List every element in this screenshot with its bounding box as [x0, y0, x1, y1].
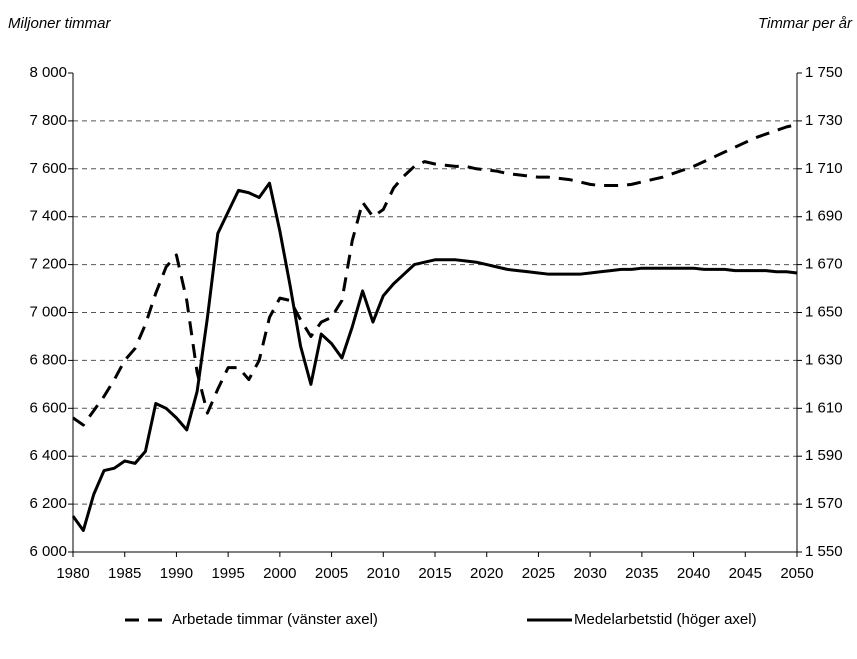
y2-tick-label: 1 730 [805, 112, 843, 129]
y2-tick-label: 1 670 [805, 256, 843, 273]
y2-tick-label: 1 710 [805, 160, 843, 177]
x-tick-label: 2030 [573, 565, 606, 582]
line-series [71, 181, 798, 532]
y-tick-label: 6 800 [29, 351, 67, 368]
x-tick-label: 2000 [263, 565, 296, 582]
x-tick-label: 2025 [522, 565, 555, 582]
x-tick-label: 2015 [418, 565, 451, 582]
y2-tick-label: 1 550 [805, 543, 843, 560]
x-tick-label: 1985 [108, 565, 141, 582]
x-tick-label: 2045 [729, 565, 762, 582]
y2-tick-label: 1 570 [805, 495, 843, 512]
y-tick-label: 7 000 [29, 303, 67, 320]
y2-tick-label: 1 650 [805, 303, 843, 320]
legend-label: Medelarbetstid (höger axel) [574, 611, 757, 628]
x-tick-label: 1990 [160, 565, 193, 582]
y-axis-title: Miljoner timmar [8, 15, 112, 32]
y2-tick-label: 1 630 [805, 351, 843, 368]
x-tick-label: 2050 [780, 565, 813, 582]
legend-label: Arbetade timmar (vänster axel) [172, 611, 378, 628]
x-tick-label: 2005 [315, 565, 348, 582]
x-tick-label: 2020 [470, 565, 503, 582]
y2-tick-label: 1 690 [805, 208, 843, 225]
x-tick-label: 2035 [625, 565, 658, 582]
line-series [72, 123, 798, 427]
y-tick-label: 7 800 [29, 112, 67, 129]
y-tick-label: 6 600 [29, 399, 67, 416]
y2-tick-label: 1 750 [805, 64, 843, 81]
y-tick-label: 6 000 [29, 543, 67, 560]
y-tick-label: 6 400 [29, 447, 67, 464]
x-tick-label: 1980 [56, 565, 89, 582]
y-tick-label: 8 000 [29, 64, 67, 81]
x-tick-label: 2010 [367, 565, 400, 582]
y-tick-label: 7 400 [29, 208, 67, 225]
x-tick-label: 2040 [677, 565, 710, 582]
x-tick-label: 1995 [211, 565, 244, 582]
y2-tick-label: 1 610 [805, 399, 843, 416]
y-tick-label: 6 200 [29, 495, 67, 512]
y2-tick-label: 1 590 [805, 447, 843, 464]
y2-axis-title: Timmar per år [758, 15, 853, 32]
y-tick-label: 7 200 [29, 256, 67, 273]
y-tick-label: 7 600 [29, 160, 67, 177]
